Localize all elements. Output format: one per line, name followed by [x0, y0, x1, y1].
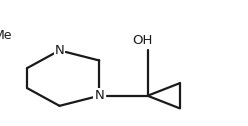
Text: N: N — [55, 44, 64, 57]
Text: N: N — [94, 89, 104, 102]
Text: OH: OH — [132, 34, 153, 47]
Text: Me: Me — [0, 29, 12, 42]
